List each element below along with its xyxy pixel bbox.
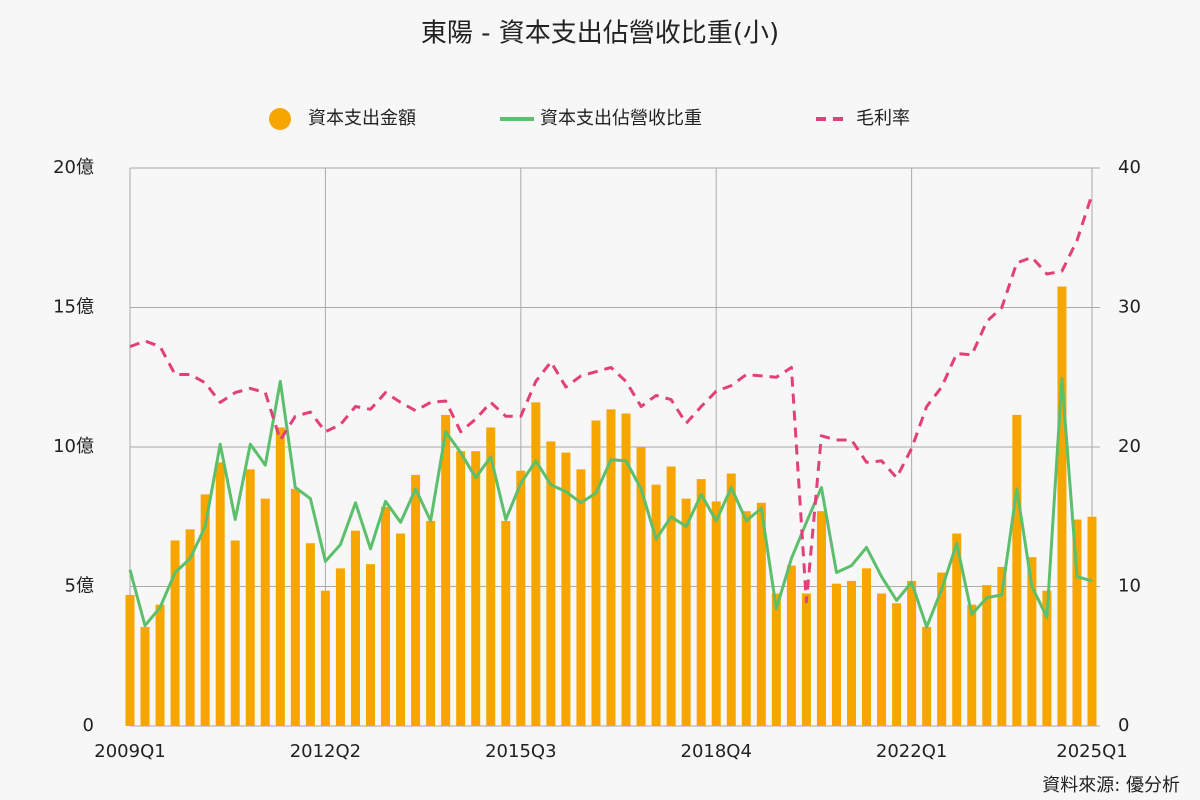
bar [877, 593, 887, 726]
bar [726, 473, 736, 726]
bar [801, 593, 811, 726]
source-note: 資料來源: 優分析 [1042, 775, 1180, 796]
bar [922, 626, 932, 726]
bar [952, 533, 962, 726]
bar [831, 583, 841, 726]
bar [546, 441, 556, 726]
bar [426, 520, 436, 726]
bar [305, 543, 315, 726]
bar [260, 498, 270, 726]
y-tick-label: 5億 [65, 576, 94, 597]
x-tick-label: 2009Q1 [94, 741, 165, 762]
bar [711, 501, 721, 726]
bar [636, 447, 646, 726]
bar [862, 568, 872, 726]
bar [335, 568, 345, 726]
bar [892, 603, 902, 726]
y-tick-label: 20億 [53, 157, 94, 178]
legend-label: 資本支出金額 [308, 108, 416, 129]
bar [696, 479, 706, 726]
bar [381, 506, 391, 726]
y2-tick-label: 0 [1118, 715, 1129, 736]
bar [666, 466, 676, 726]
bar [486, 427, 496, 726]
bar [1072, 519, 1082, 726]
bar [245, 469, 255, 726]
bar [561, 452, 571, 726]
x-tick-label: 2012Q2 [290, 741, 361, 762]
bar [967, 604, 977, 726]
bar [1042, 590, 1052, 726]
bar [320, 590, 330, 726]
y-tick-label: 10億 [53, 436, 94, 457]
bar [591, 420, 601, 726]
bar [741, 511, 751, 726]
bar [1012, 414, 1022, 726]
bar [471, 451, 481, 726]
x-tick-label: 2018Q4 [681, 741, 752, 762]
bar [621, 413, 631, 726]
y2-tick-label: 30 [1118, 297, 1141, 318]
bar [756, 502, 766, 726]
bar [200, 494, 210, 726]
bar [847, 580, 856, 726]
chart-title: 東陽 - 資本支出佔營收比重(小) [421, 19, 779, 49]
bar [185, 529, 195, 726]
bar [997, 566, 1007, 726]
bar [937, 572, 947, 726]
bar [125, 594, 135, 726]
y2-tick-label: 20 [1118, 436, 1141, 457]
bar [651, 484, 661, 726]
dashed-line [129, 194, 1094, 604]
legend-swatch [269, 108, 291, 130]
bar [366, 564, 375, 726]
bar [816, 511, 826, 726]
bar [771, 593, 781, 726]
bar [411, 474, 421, 726]
bar [501, 520, 511, 726]
bar [982, 585, 992, 726]
y-tick-label: 15億 [53, 297, 94, 318]
bar [786, 565, 796, 726]
line [128, 377, 1093, 629]
x-tick-label: 2015Q3 [485, 741, 556, 762]
legend-label: 毛利率 [856, 108, 910, 129]
bar [1057, 286, 1067, 726]
bar [230, 540, 240, 726]
x-tick-label: 2022Q1 [876, 741, 947, 762]
bar [1027, 557, 1037, 726]
y2-tick-label: 10 [1118, 576, 1141, 597]
bar [441, 414, 451, 726]
bar [531, 402, 541, 726]
bar [155, 604, 165, 726]
bar [275, 427, 285, 726]
bar [170, 540, 180, 726]
bar [681, 498, 691, 726]
y2-tick-label: 40 [1118, 157, 1141, 178]
bar [215, 462, 225, 726]
bar [350, 530, 360, 726]
bar [290, 488, 300, 726]
x-tick-label: 2025Q1 [1056, 741, 1127, 762]
bar [396, 533, 406, 726]
bar [907, 580, 917, 726]
legend-label: 資本支出佔營收比重 [540, 108, 702, 129]
bar [140, 626, 150, 726]
bar [606, 409, 616, 726]
bar [576, 469, 586, 726]
bar [456, 451, 466, 726]
y-tick-label: 0 [83, 715, 94, 736]
bar [516, 470, 526, 726]
bar [1087, 516, 1097, 726]
